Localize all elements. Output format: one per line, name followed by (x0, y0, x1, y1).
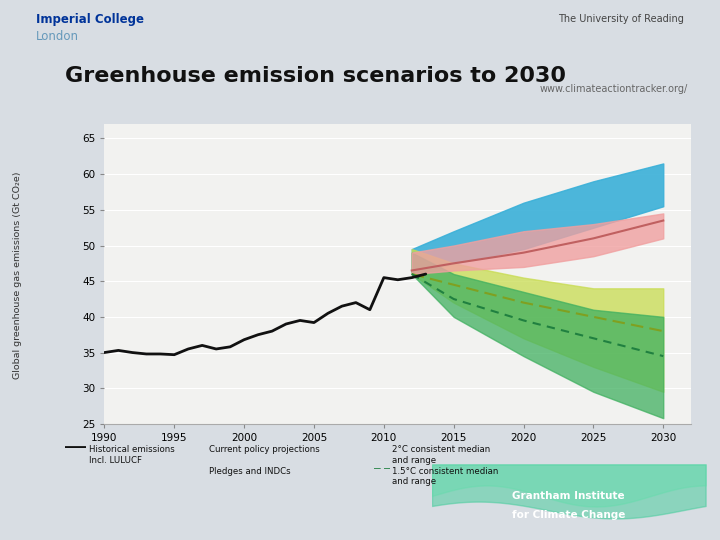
Text: 2°C consistent median
and range: 2°C consistent median and range (392, 446, 490, 465)
Text: The University of Reading: The University of Reading (558, 14, 684, 24)
Text: Current policy projections: Current policy projections (209, 446, 320, 455)
Text: London: London (36, 30, 79, 43)
Text: Global greenhouse gas emissions (Gt CO₂e): Global greenhouse gas emissions (Gt CO₂e… (14, 172, 22, 379)
Text: Greenhouse emission scenarios to 2030: Greenhouse emission scenarios to 2030 (65, 66, 566, 86)
Text: www.climateactiontracker.org/: www.climateactiontracker.org/ (539, 84, 688, 94)
Text: Grantham Institute: Grantham Institute (513, 491, 625, 501)
Text: Imperial College: Imperial College (36, 14, 144, 26)
Text: for Climate Change: for Climate Change (512, 510, 626, 520)
Text: Pledges and INDCs: Pledges and INDCs (209, 467, 290, 476)
Text: Historical emissions
Incl. LULUCF: Historical emissions Incl. LULUCF (89, 446, 174, 465)
Text: 1.5°C consistent median
and range: 1.5°C consistent median and range (392, 467, 499, 487)
